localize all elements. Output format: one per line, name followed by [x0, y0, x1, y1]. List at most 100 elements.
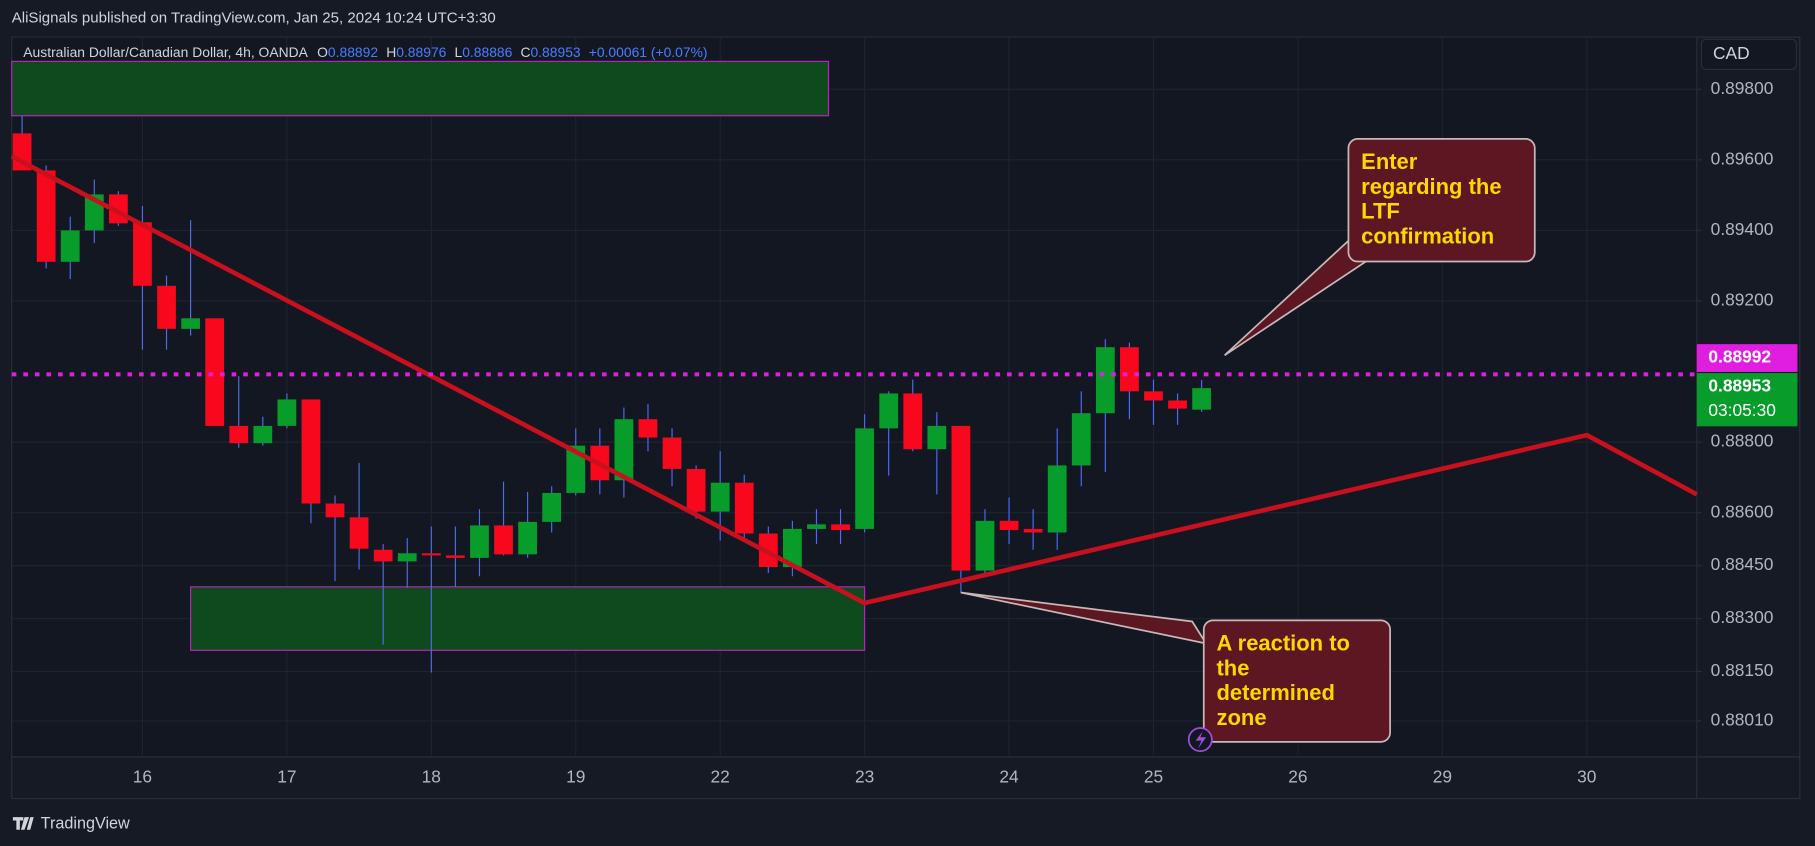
- candle-body: [1120, 347, 1139, 392]
- legend-key: L: [454, 44, 462, 60]
- callout-box: [1202, 619, 1391, 743]
- candle-body: [373, 549, 393, 562]
- candle-body: [349, 517, 369, 549]
- candle-body: [157, 285, 176, 329]
- publisher: AliSignals published on TradingView.com,…: [12, 9, 496, 26]
- candle-body: [1144, 391, 1163, 401]
- candle-body: [566, 445, 586, 493]
- x-tick-label: 19: [566, 766, 585, 786]
- x-tick-label: 24: [999, 766, 1019, 786]
- legend-low: 0.88886: [462, 44, 512, 60]
- legend-close: 0.88953: [530, 44, 580, 60]
- candle-body: [229, 425, 249, 444]
- candles: [12, 115, 1212, 673]
- x-tick-label: 16: [133, 766, 152, 786]
- callout-text: regarding the: [1361, 174, 1501, 199]
- candle-body: [951, 425, 971, 571]
- y-tick-label: 0.88010: [1711, 709, 1774, 729]
- y-tick-label: 0.88450: [1711, 554, 1774, 574]
- legend-high: 0.88976: [396, 44, 446, 60]
- candle-body: [1047, 465, 1067, 533]
- legend-key: O: [317, 44, 328, 60]
- candle-body: [494, 525, 513, 555]
- candle-body: [710, 482, 730, 512]
- legend: Australian Dollar/Canadian Dollar, 4h, O…: [23, 44, 707, 60]
- candle-body: [783, 528, 802, 568]
- close-label-bg: [1696, 373, 1798, 427]
- candle-body: [470, 525, 489, 558]
- candle-body: [518, 521, 537, 555]
- candle-body: [855, 428, 875, 529]
- x-tick-label: 22: [711, 766, 730, 786]
- y-tick-label: 0.88300: [1711, 607, 1774, 627]
- legend-open: 0.88892: [328, 44, 378, 60]
- candle-body: [277, 399, 297, 426]
- candle-body: [325, 503, 345, 518]
- zone: [190, 586, 866, 651]
- brand-logo: [12, 817, 34, 830]
- close-label: 0.88953: [1708, 376, 1771, 396]
- price-line-label: 0.88992: [1708, 347, 1771, 367]
- candle-body: [1095, 347, 1115, 414]
- candle-body: [903, 393, 923, 450]
- x-tick-label: 26: [1288, 766, 1307, 786]
- callout-text: confirmation: [1361, 224, 1494, 249]
- candle-body: [927, 425, 947, 450]
- currency-button[interactable]: [1700, 38, 1797, 71]
- candle-body: [253, 425, 273, 444]
- candle-body: [1168, 400, 1187, 409]
- candle-body: [879, 393, 899, 429]
- callout-text: determined: [1217, 680, 1335, 705]
- candle-body: [999, 520, 1019, 530]
- price-line-label-bg: [1696, 344, 1798, 372]
- y-tick-label: 0.88800: [1711, 431, 1774, 451]
- y-tick-label: 0.89400: [1711, 219, 1774, 239]
- x-tick-label: 25: [1144, 766, 1163, 786]
- candle-body: [807, 524, 826, 529]
- candle-body: [638, 419, 658, 438]
- candle-body: [205, 318, 225, 426]
- zone: [11, 60, 830, 117]
- candle-body: [831, 524, 850, 530]
- countdown: 03:05:30: [1708, 400, 1776, 420]
- y-tick-label: 0.88600: [1711, 501, 1774, 521]
- callout-text: LTF: [1361, 199, 1400, 224]
- currency: CAD: [1713, 43, 1750, 63]
- candle-body: [734, 482, 754, 534]
- candle-body: [60, 230, 80, 262]
- candle-body: [445, 555, 465, 558]
- y-tick-label: 0.89600: [1711, 148, 1774, 168]
- frame: [11, 36, 1801, 800]
- candle-body: [686, 468, 706, 512]
- y-tick-label: 0.88150: [1711, 660, 1774, 680]
- legend-key: C: [520, 44, 530, 60]
- x-tick-label: 18: [422, 766, 441, 786]
- candle-body: [36, 170, 56, 262]
- candle-body: [662, 437, 682, 469]
- callout-text: Enter: [1361, 149, 1418, 174]
- x-tick-label: 23: [855, 766, 874, 786]
- x-tick-label: 29: [1433, 766, 1452, 786]
- candle-body: [397, 553, 417, 562]
- candle-body: [975, 520, 995, 571]
- zones: [11, 60, 866, 651]
- overlay: [10, 154, 1698, 606]
- grid: [11, 37, 1702, 757]
- trendline: [10, 154, 1698, 606]
- callout-text: the: [1217, 655, 1250, 680]
- candle-body: [421, 553, 441, 556]
- candle-body: [181, 318, 200, 329]
- y-tick-label: 0.89200: [1711, 290, 1774, 310]
- candle-body: [301, 399, 321, 504]
- callout-text: zone: [1217, 705, 1267, 730]
- candle-body: [133, 222, 152, 286]
- legend-key: H: [386, 44, 396, 60]
- event-icon-bolt: [1195, 731, 1207, 749]
- callout-pointer: [960, 591, 1208, 645]
- legend-change: +0.00061 (+0.07%): [589, 44, 708, 60]
- candle-body: [1023, 528, 1043, 533]
- x-tick-label: 17: [277, 766, 296, 786]
